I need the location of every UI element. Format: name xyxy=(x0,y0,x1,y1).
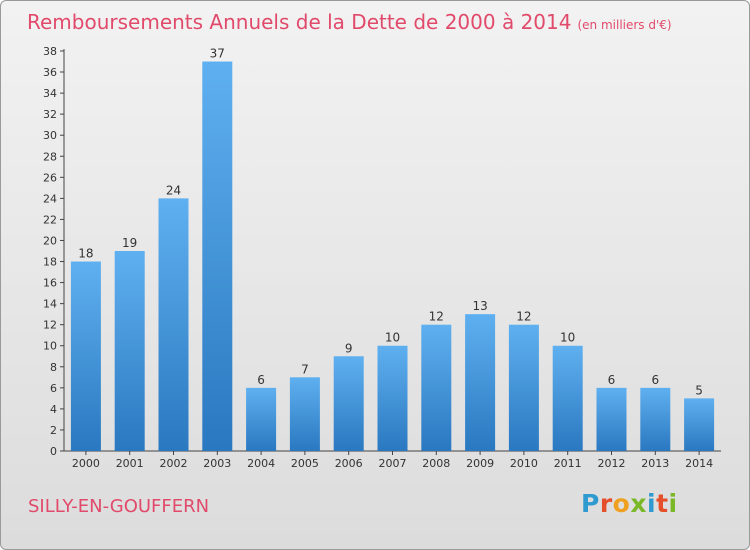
data-label: 19 xyxy=(122,236,137,250)
data-label: 24 xyxy=(166,183,181,197)
x-tick-label: 2013 xyxy=(641,457,669,470)
y-tick-label: 26 xyxy=(43,171,57,184)
data-label: 12 xyxy=(429,310,444,324)
x-tick-label: 2005 xyxy=(291,457,319,470)
bar xyxy=(421,324,452,451)
logo-letter: P xyxy=(581,489,600,518)
logo-letter: r xyxy=(599,489,613,518)
y-tick-label: 28 xyxy=(43,150,57,163)
data-label: 18 xyxy=(78,247,93,261)
logo-letter: i xyxy=(668,489,678,518)
x-tick-label: 2006 xyxy=(335,457,363,470)
y-tick-label: 0 xyxy=(50,445,57,458)
bar xyxy=(465,314,496,451)
chart-title: Remboursements Annuels de la Dette de 20… xyxy=(27,10,672,34)
bar xyxy=(640,387,671,451)
bars: 18 19 24 37 6 7 9 10 12 13 12 10 6 6 5 xyxy=(70,47,715,452)
logo-letter: o xyxy=(612,489,631,518)
x-tick-label: 2014 xyxy=(685,457,713,470)
data-label: 10 xyxy=(385,331,400,345)
y-tick-label: 38 xyxy=(43,45,57,58)
bar xyxy=(289,377,320,451)
bar xyxy=(552,345,583,451)
data-label: 6 xyxy=(257,373,265,387)
x-tick-label: 2011 xyxy=(554,457,582,470)
bar xyxy=(333,356,364,451)
y-tick-label: 36 xyxy=(43,66,57,79)
y-tick-label: 24 xyxy=(43,192,57,205)
bar xyxy=(246,387,277,451)
logo-letter: i xyxy=(647,489,657,518)
y-tick-label: 8 xyxy=(50,361,57,374)
chart-title-text: Remboursements Annuels de la Dette de 20… xyxy=(27,10,572,34)
bar xyxy=(508,324,539,451)
y-tick-label: 32 xyxy=(43,108,57,121)
y-tick-label: 20 xyxy=(43,234,57,247)
bar xyxy=(158,198,189,451)
y-tick-label: 10 xyxy=(43,340,57,353)
y-tick-label: 4 xyxy=(50,403,57,416)
y-tick-label: 30 xyxy=(43,129,57,142)
y-tick-label: 34 xyxy=(43,87,57,100)
x-tick-label: 2009 xyxy=(466,457,494,470)
x-tick-label: 2010 xyxy=(510,457,538,470)
y-tick-label: 6 xyxy=(50,382,57,395)
y-tick-label: 12 xyxy=(43,319,57,332)
logo-letter: t xyxy=(656,489,669,518)
logo-letter: x xyxy=(630,489,647,518)
x-tick-label: 2012 xyxy=(598,457,626,470)
y-tick-label: 18 xyxy=(43,256,57,269)
bar xyxy=(377,345,408,451)
chart-subtitle: (en milliers d'€) xyxy=(577,18,672,32)
data-label: 12 xyxy=(516,310,531,324)
x-tick-label: 2001 xyxy=(116,457,144,470)
data-label: 13 xyxy=(472,299,487,313)
bar xyxy=(114,251,145,451)
y-tick-label: 2 xyxy=(50,424,57,437)
data-label: 10 xyxy=(560,331,575,345)
proxiti-logo: Proxiti xyxy=(581,489,678,518)
x-tick-label: 2008 xyxy=(422,457,450,470)
bar xyxy=(684,398,715,451)
data-label: 6 xyxy=(608,373,616,387)
data-label: 9 xyxy=(345,341,353,355)
bar xyxy=(596,387,627,451)
bar xyxy=(202,61,233,452)
place-name: SILLY-EN-GOUFFERN xyxy=(28,496,210,517)
x-tick-label: 2000 xyxy=(72,457,100,470)
x-tick-label: 2007 xyxy=(379,457,407,470)
data-label: 7 xyxy=(301,362,309,376)
y-tick-label: 22 xyxy=(43,213,57,226)
bar xyxy=(70,261,101,451)
data-label: 37 xyxy=(210,47,225,61)
x-tick-label: 2002 xyxy=(160,457,188,470)
y-tick-label: 14 xyxy=(43,298,57,311)
data-label: 6 xyxy=(651,373,659,387)
x-tick-label: 2003 xyxy=(203,457,231,470)
x-tick-label: 2004 xyxy=(247,457,275,470)
data-label: 5 xyxy=(695,383,703,397)
y-tick-label: 16 xyxy=(43,277,57,290)
